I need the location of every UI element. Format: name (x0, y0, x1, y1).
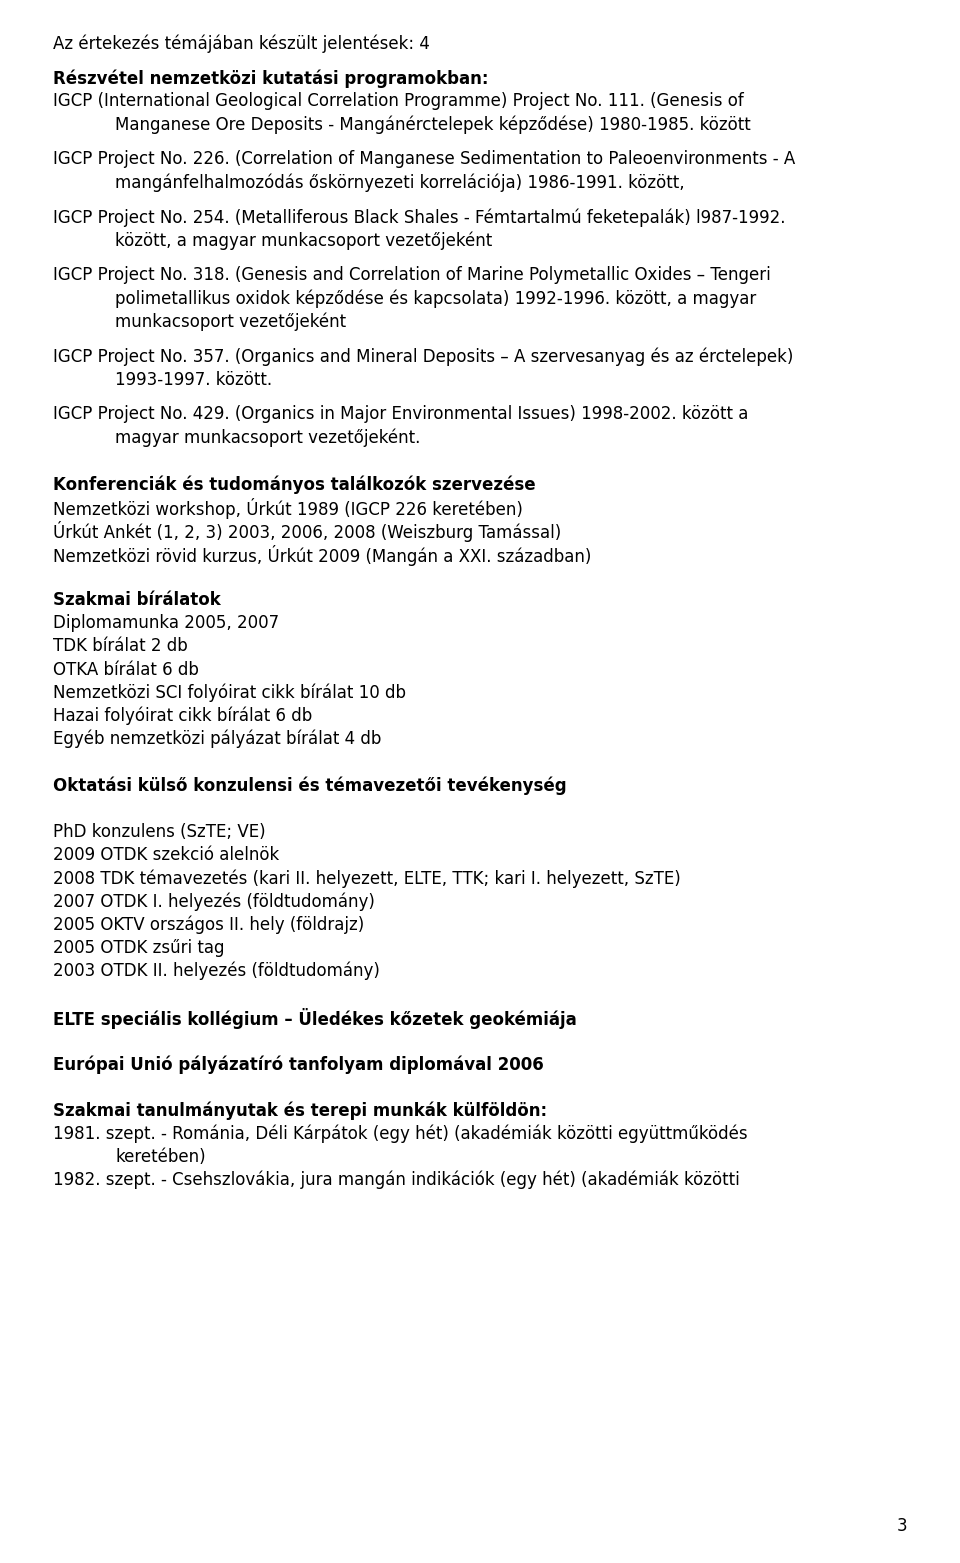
Text: 2008 TDK témavezetés (kari II. helyezett, ELTE, TTK; kari I. helyezett, SzTE): 2008 TDK témavezetés (kari II. helyezett… (53, 869, 681, 888)
Text: 2005 OTDK zsűri tag: 2005 OTDK zsűri tag (53, 939, 225, 957)
Text: 1981. szept. - Románia, Déli Kárpátok (egy hét) (akadémiák közötti együttműködés: 1981. szept. - Románia, Déli Kárpátok (e… (53, 1125, 748, 1143)
Text: magyar munkacsoport vezetőjeként.: magyar munkacsoport vezetőjeként. (115, 428, 420, 447)
Text: 2009 OTDK szekció alelnök: 2009 OTDK szekció alelnök (53, 846, 279, 864)
Text: OTKA bírálat 6 db: OTKA bírálat 6 db (53, 661, 199, 678)
Text: ELTE speciális kollégium – Üledékes kőzetek geokémiája: ELTE speciális kollégium – Üledékes kőze… (53, 1008, 577, 1030)
Text: IGCP Project No. 226. (Correlation of Manganese Sedimentation to Paleoenvironmen: IGCP Project No. 226. (Correlation of Ma… (53, 150, 795, 169)
Text: polimetallikus oxidok képződése és kapcsolata) 1992-1996. között, a magyar: polimetallikus oxidok képződése és kapcs… (115, 289, 756, 308)
Text: Manganese Ore Deposits - Mangánérctelepek képződése) 1980-1985. között: Manganese Ore Deposits - Mangánérctelepe… (115, 116, 751, 134)
Text: Nemzetközi rövid kurzus, Úrkút 2009 (Mangán a XXI. században): Nemzetközi rövid kurzus, Úrkút 2009 (Man… (53, 544, 591, 566)
Text: Nemzetközi workshop, Úrkút 1989 (IGCP 226 keretében): Nemzetközi workshop, Úrkút 1989 (IGCP 22… (53, 499, 522, 519)
Text: IGCP Project No. 357. (Organics and Mineral Deposits – A szervesanyag és az érct: IGCP Project No. 357. (Organics and Mine… (53, 347, 793, 366)
Text: IGCP Project No. 318. (Genesis and Correlation of Marine Polymetallic Oxides – T: IGCP Project No. 318. (Genesis and Corre… (53, 266, 771, 284)
Text: IGCP Project No. 429. (Organics in Major Environmental Issues) 1998-2002. között: IGCP Project No. 429. (Organics in Major… (53, 405, 748, 424)
Text: Európai Unió pályázatíró tanfolyam diplomával 2006: Európai Unió pályázatíró tanfolyam diplo… (53, 1055, 543, 1074)
Text: Oktatási külső konzulensi és témavezetői tevékenység: Oktatási külső konzulensi és témavezetői… (53, 777, 566, 796)
Text: 2007 OTDK I. helyezés (földtudomány): 2007 OTDK I. helyezés (földtudomány) (53, 892, 374, 911)
Text: 1982. szept. - Csehszlovákia, jura mangán indikációk (egy hét) (akadémiák között: 1982. szept. - Csehszlovákia, jura mangá… (53, 1171, 739, 1189)
Text: munkacsoport vezetőjeként: munkacsoport vezetőjeként (115, 313, 347, 331)
Text: Az értekezés témájában készült jelentések: 4: Az értekezés témájában készült jelentése… (53, 34, 430, 53)
Text: mangánfelhalmozódás őskörnyezeti korrelációja) 1986-1991. között,: mangánfelhalmozódás őskörnyezeti korrelá… (115, 173, 684, 192)
Text: 1993-1997. között.: 1993-1997. között. (115, 370, 273, 389)
Text: IGCP Project No. 254. (Metalliferous Black Shales - Fémtartalmú feketepalák) l98: IGCP Project No. 254. (Metalliferous Bla… (53, 208, 785, 227)
Text: 2005 OKTV országos II. hely (földrajz): 2005 OKTV országos II. hely (földrajz) (53, 916, 364, 935)
Text: PhD konzulens (SzTE; VE): PhD konzulens (SzTE; VE) (53, 824, 265, 841)
Text: keretében): keretében) (115, 1147, 205, 1166)
Text: között, a magyar munkacsoport vezetőjeként: között, a magyar munkacsoport vezetőjeké… (115, 231, 492, 250)
Text: TDK bírálat 2 db: TDK bírálat 2 db (53, 638, 187, 655)
Text: Egyéb nemzetközi pályázat bírálat 4 db: Egyéb nemzetközi pályázat bírálat 4 db (53, 730, 381, 749)
Text: Diplomamunka 2005, 2007: Diplomamunka 2005, 2007 (53, 614, 279, 633)
Text: Szakmai tanulmányutak és terepi munkák külföldön:: Szakmai tanulmányutak és terepi munkák k… (53, 1102, 547, 1121)
Text: Hazai folyóirat cikk bírálat 6 db: Hazai folyóirat cikk bírálat 6 db (53, 706, 312, 725)
Text: Részvétel nemzetközi kutatási programokban:: Részvétel nemzetközi kutatási programokb… (53, 69, 489, 88)
Text: 3: 3 (897, 1516, 907, 1535)
Text: 2003 OTDK II. helyezés (földtudomány): 2003 OTDK II. helyezés (földtudomány) (53, 961, 379, 980)
Text: Úrkút Ankét (1, 2, 3) 2003, 2006, 2008 (Weiszburg Tamással): Úrkút Ankét (1, 2, 3) 2003, 2006, 2008 (… (53, 522, 561, 542)
Text: Konferenciák és tudományos találkozók szervezése: Konferenciák és tudományos találkozók sz… (53, 475, 536, 494)
Text: Nemzetközi SCI folyóirat cikk bírálat 10 db: Nemzetközi SCI folyóirat cikk bírálat 10… (53, 683, 406, 702)
Text: Szakmai bírálatok: Szakmai bírálatok (53, 591, 221, 610)
Text: IGCP (International Geological Correlation Programme) Project No. 111. (Genesis : IGCP (International Geological Correlati… (53, 92, 744, 111)
